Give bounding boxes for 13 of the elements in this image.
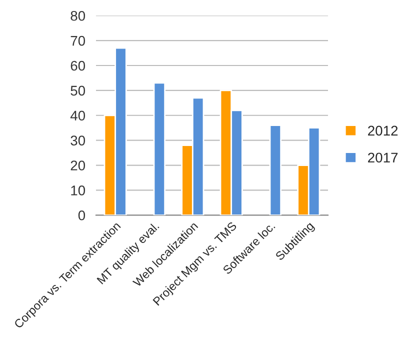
y-tick-label: 70 — [70, 36, 86, 46]
y-tick-label: 0 — [78, 210, 86, 220]
y-tick-label: 80 — [70, 10, 86, 21]
y-tick-label: 20 — [70, 160, 86, 170]
y-tick-label: 60 — [70, 60, 86, 71]
legend-label: 2017 — [368, 152, 398, 163]
bar — [269, 124, 282, 216]
bar — [153, 82, 166, 216]
y-tick-label: 40 — [70, 110, 86, 121]
y-tick-label: 50 — [70, 86, 86, 96]
y-tick-label: 10 — [71, 186, 86, 196]
legend-label: 2012 — [368, 126, 398, 136]
y-tick-label: 30 — [70, 136, 86, 146]
